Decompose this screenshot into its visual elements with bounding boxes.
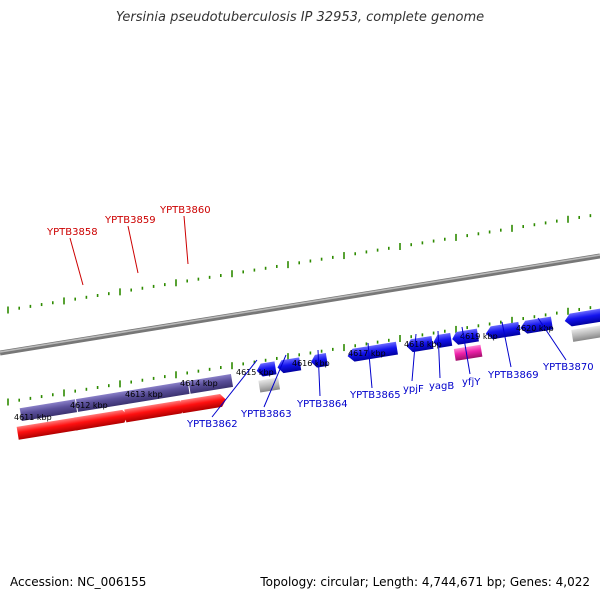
accession-text: Accession: NC_006155: [10, 575, 147, 589]
kbp-label: 4616 kbp: [292, 359, 330, 368]
reverse-gene-YPTB3869a[interactable]: [485, 321, 521, 340]
reverse-gene-YPTB3864[interactable]: [310, 353, 328, 368]
genome-summary-text: Topology: circular; Length: 4,744,671 bp…: [260, 575, 590, 589]
reverse-gene-yfjY[interactable]: [451, 328, 479, 346]
misc-feature-pink[interactable]: [453, 344, 483, 361]
reverse-gene-label: YPTB3864: [296, 399, 348, 410]
forward-cds-YPTB3859a[interactable]: [73, 409, 129, 431]
forward-gene-YPTB3858[interactable]: [19, 399, 78, 422]
reverse-gene-label: YPTB3870: [542, 362, 594, 373]
reverse-gene-label: YPTB3865: [349, 390, 401, 401]
inner-tick-row: [7, 306, 592, 406]
forward-cds-track: [16, 393, 227, 440]
kbp-label: 4620 kbp: [516, 324, 554, 333]
forward-gene-YPTB3860[interactable]: [188, 373, 234, 394]
forward-cds-YPTB3858[interactable]: [16, 417, 82, 440]
kbp-label: 4614 kbp: [180, 379, 218, 388]
reverse-gene-YPTB3865[interactable]: [347, 341, 398, 363]
reverse-gene-label: yfjY: [462, 377, 481, 388]
forward-gene-label: YPTB3860: [159, 205, 211, 216]
forward-label-group: YPTB3858 YPTB3859 YPTB3860: [46, 205, 211, 286]
reverse-gene-YPTB3862[interactable]: [256, 361, 277, 377]
reverse-label-group: YPTB3862 YPTB3863 YPTB3864 YPTB3865 ypjF…: [186, 317, 594, 430]
reverse-gene-label: ypjF: [403, 384, 424, 395]
forward-gene-track: [19, 373, 234, 422]
genome-backbone: [0, 253, 600, 356]
forward-gene-label: YPTB3859: [104, 215, 156, 226]
kbp-label: 4613 kbp: [125, 390, 163, 399]
kbp-label: 4615 kbp: [236, 368, 274, 377]
kbp-label: 4619 kbp: [460, 332, 498, 341]
forward-gene-label: YPTB3858: [46, 227, 98, 238]
map-title: Yersinia pseudotuberculosis IP 32953, co…: [115, 10, 485, 25]
kbp-label-group: 4611 kbp 4612 kbp 4613 kbp 4614 kbp 4615…: [14, 324, 554, 422]
misc-feature-gray-1[interactable]: [258, 377, 281, 393]
reverse-gene-label: YPTB3869: [487, 370, 539, 381]
kbp-label: 4612 kbp: [70, 401, 108, 410]
reverse-gene-label: YPTB3863: [240, 409, 292, 420]
forward-cds-YPTB3860[interactable]: [180, 393, 227, 414]
reverse-gene-ypjF[interactable]: [406, 335, 434, 353]
outer-tick-row: [7, 214, 592, 314]
misc-feature-gray-2[interactable]: [571, 323, 600, 342]
forward-gene-YPTB3859[interactable]: [75, 381, 190, 412]
kbp-label: 4611 kbp: [14, 413, 52, 422]
reverse-gene-label: YPTB3862: [186, 419, 238, 430]
kbp-label: 4617 kbp: [348, 349, 386, 358]
forward-cds-YPTB3859b[interactable]: [124, 400, 186, 423]
reverse-gene-label: yagB: [429, 381, 454, 392]
reverse-gene-YPTB3870[interactable]: [564, 307, 600, 327]
reverse-gene-YPTB3869b[interactable]: [519, 316, 553, 335]
kbp-label: 4618 kbp: [404, 340, 442, 349]
